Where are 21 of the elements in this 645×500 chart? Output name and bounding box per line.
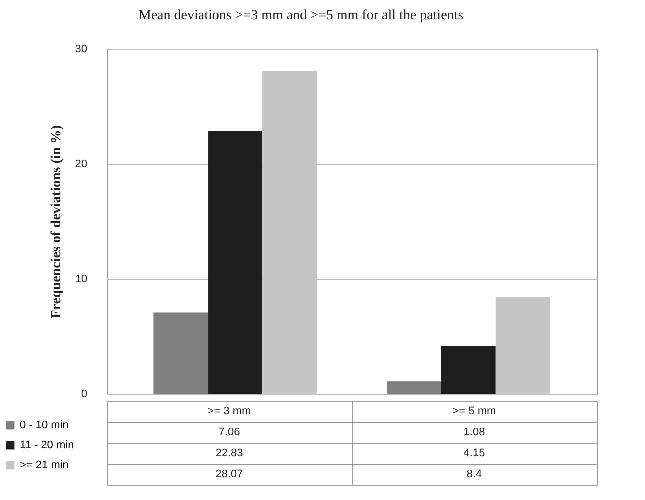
data-label: 4.15 xyxy=(464,448,486,460)
legend-label: 0 - 10 min xyxy=(20,420,69,432)
bar xyxy=(208,131,263,394)
y-tick-label: 30 xyxy=(75,44,88,56)
legend-label: >= 21 min xyxy=(20,460,69,472)
bar xyxy=(154,312,208,394)
bar xyxy=(387,382,442,394)
chart-title: Mean deviations >=3 mm and >=5 mm for all the patients xyxy=(138,8,464,24)
legend-label: 11 - 20 min xyxy=(20,440,74,452)
x-tick-label: >= 3 mm xyxy=(208,406,252,418)
data-label: 1.08 xyxy=(464,426,486,438)
y-axis-title: Frequencies of deviations (in %) xyxy=(49,124,64,319)
data-label: 22.83 xyxy=(216,448,244,460)
y-tick-label: 0 xyxy=(81,388,88,400)
y-tick-label: 20 xyxy=(75,158,88,170)
y-tick-label: 10 xyxy=(75,274,88,286)
bar xyxy=(441,346,496,394)
x-tick-label: >= 5 mm xyxy=(452,406,496,418)
data-label: 8.4 xyxy=(466,468,482,480)
data-label: 7.06 xyxy=(218,426,240,438)
data-label: 28.07 xyxy=(216,468,244,480)
